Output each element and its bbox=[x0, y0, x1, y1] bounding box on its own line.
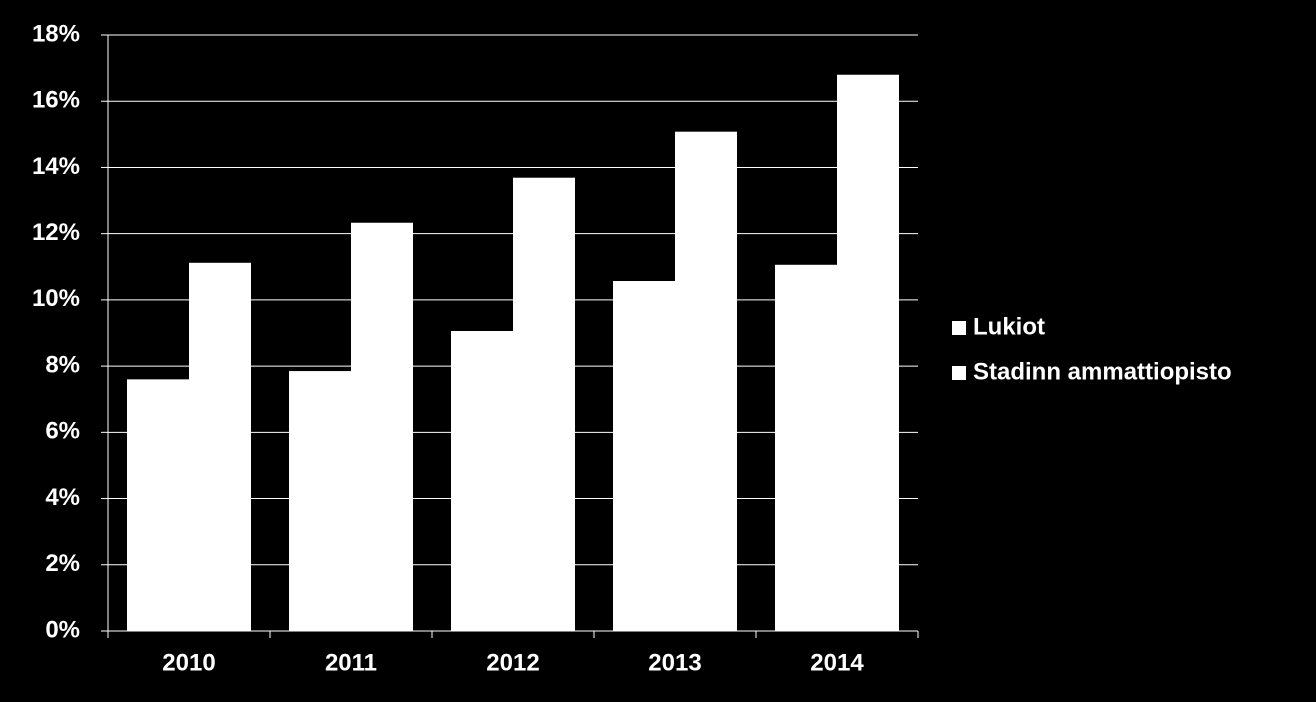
y-tick-label: 0% bbox=[45, 616, 80, 643]
legend-swatch bbox=[952, 366, 966, 380]
x-tick-label: 2011 bbox=[325, 649, 377, 676]
y-tick-label: 12% bbox=[32, 219, 80, 246]
bar bbox=[289, 371, 351, 631]
bar bbox=[127, 379, 189, 631]
y-tick-label: 4% bbox=[45, 484, 80, 511]
bar bbox=[775, 264, 837, 631]
legend-label: Stadinn ammattiopisto bbox=[973, 358, 1232, 385]
x-tick-label: 2012 bbox=[486, 649, 539, 676]
bar bbox=[451, 331, 513, 631]
bar bbox=[613, 281, 675, 631]
y-tick-label: 16% bbox=[32, 87, 80, 114]
bar bbox=[189, 262, 251, 631]
y-tick-label: 18% bbox=[32, 20, 80, 47]
y-tick-label: 14% bbox=[32, 153, 80, 180]
y-tick-label: 10% bbox=[32, 285, 80, 312]
y-tick-label: 6% bbox=[45, 418, 80, 445]
bar bbox=[837, 74, 899, 631]
legend-swatch bbox=[952, 321, 966, 335]
x-tick-label: 2010 bbox=[162, 649, 215, 676]
bar bbox=[675, 131, 737, 631]
bar bbox=[351, 222, 413, 632]
bar bbox=[513, 177, 575, 631]
x-tick-label: 2013 bbox=[648, 649, 701, 676]
x-tick-label: 2014 bbox=[810, 649, 864, 676]
y-tick-label: 2% bbox=[45, 550, 80, 577]
y-tick-label: 8% bbox=[45, 351, 80, 378]
legend-label: Lukiot bbox=[973, 313, 1045, 340]
